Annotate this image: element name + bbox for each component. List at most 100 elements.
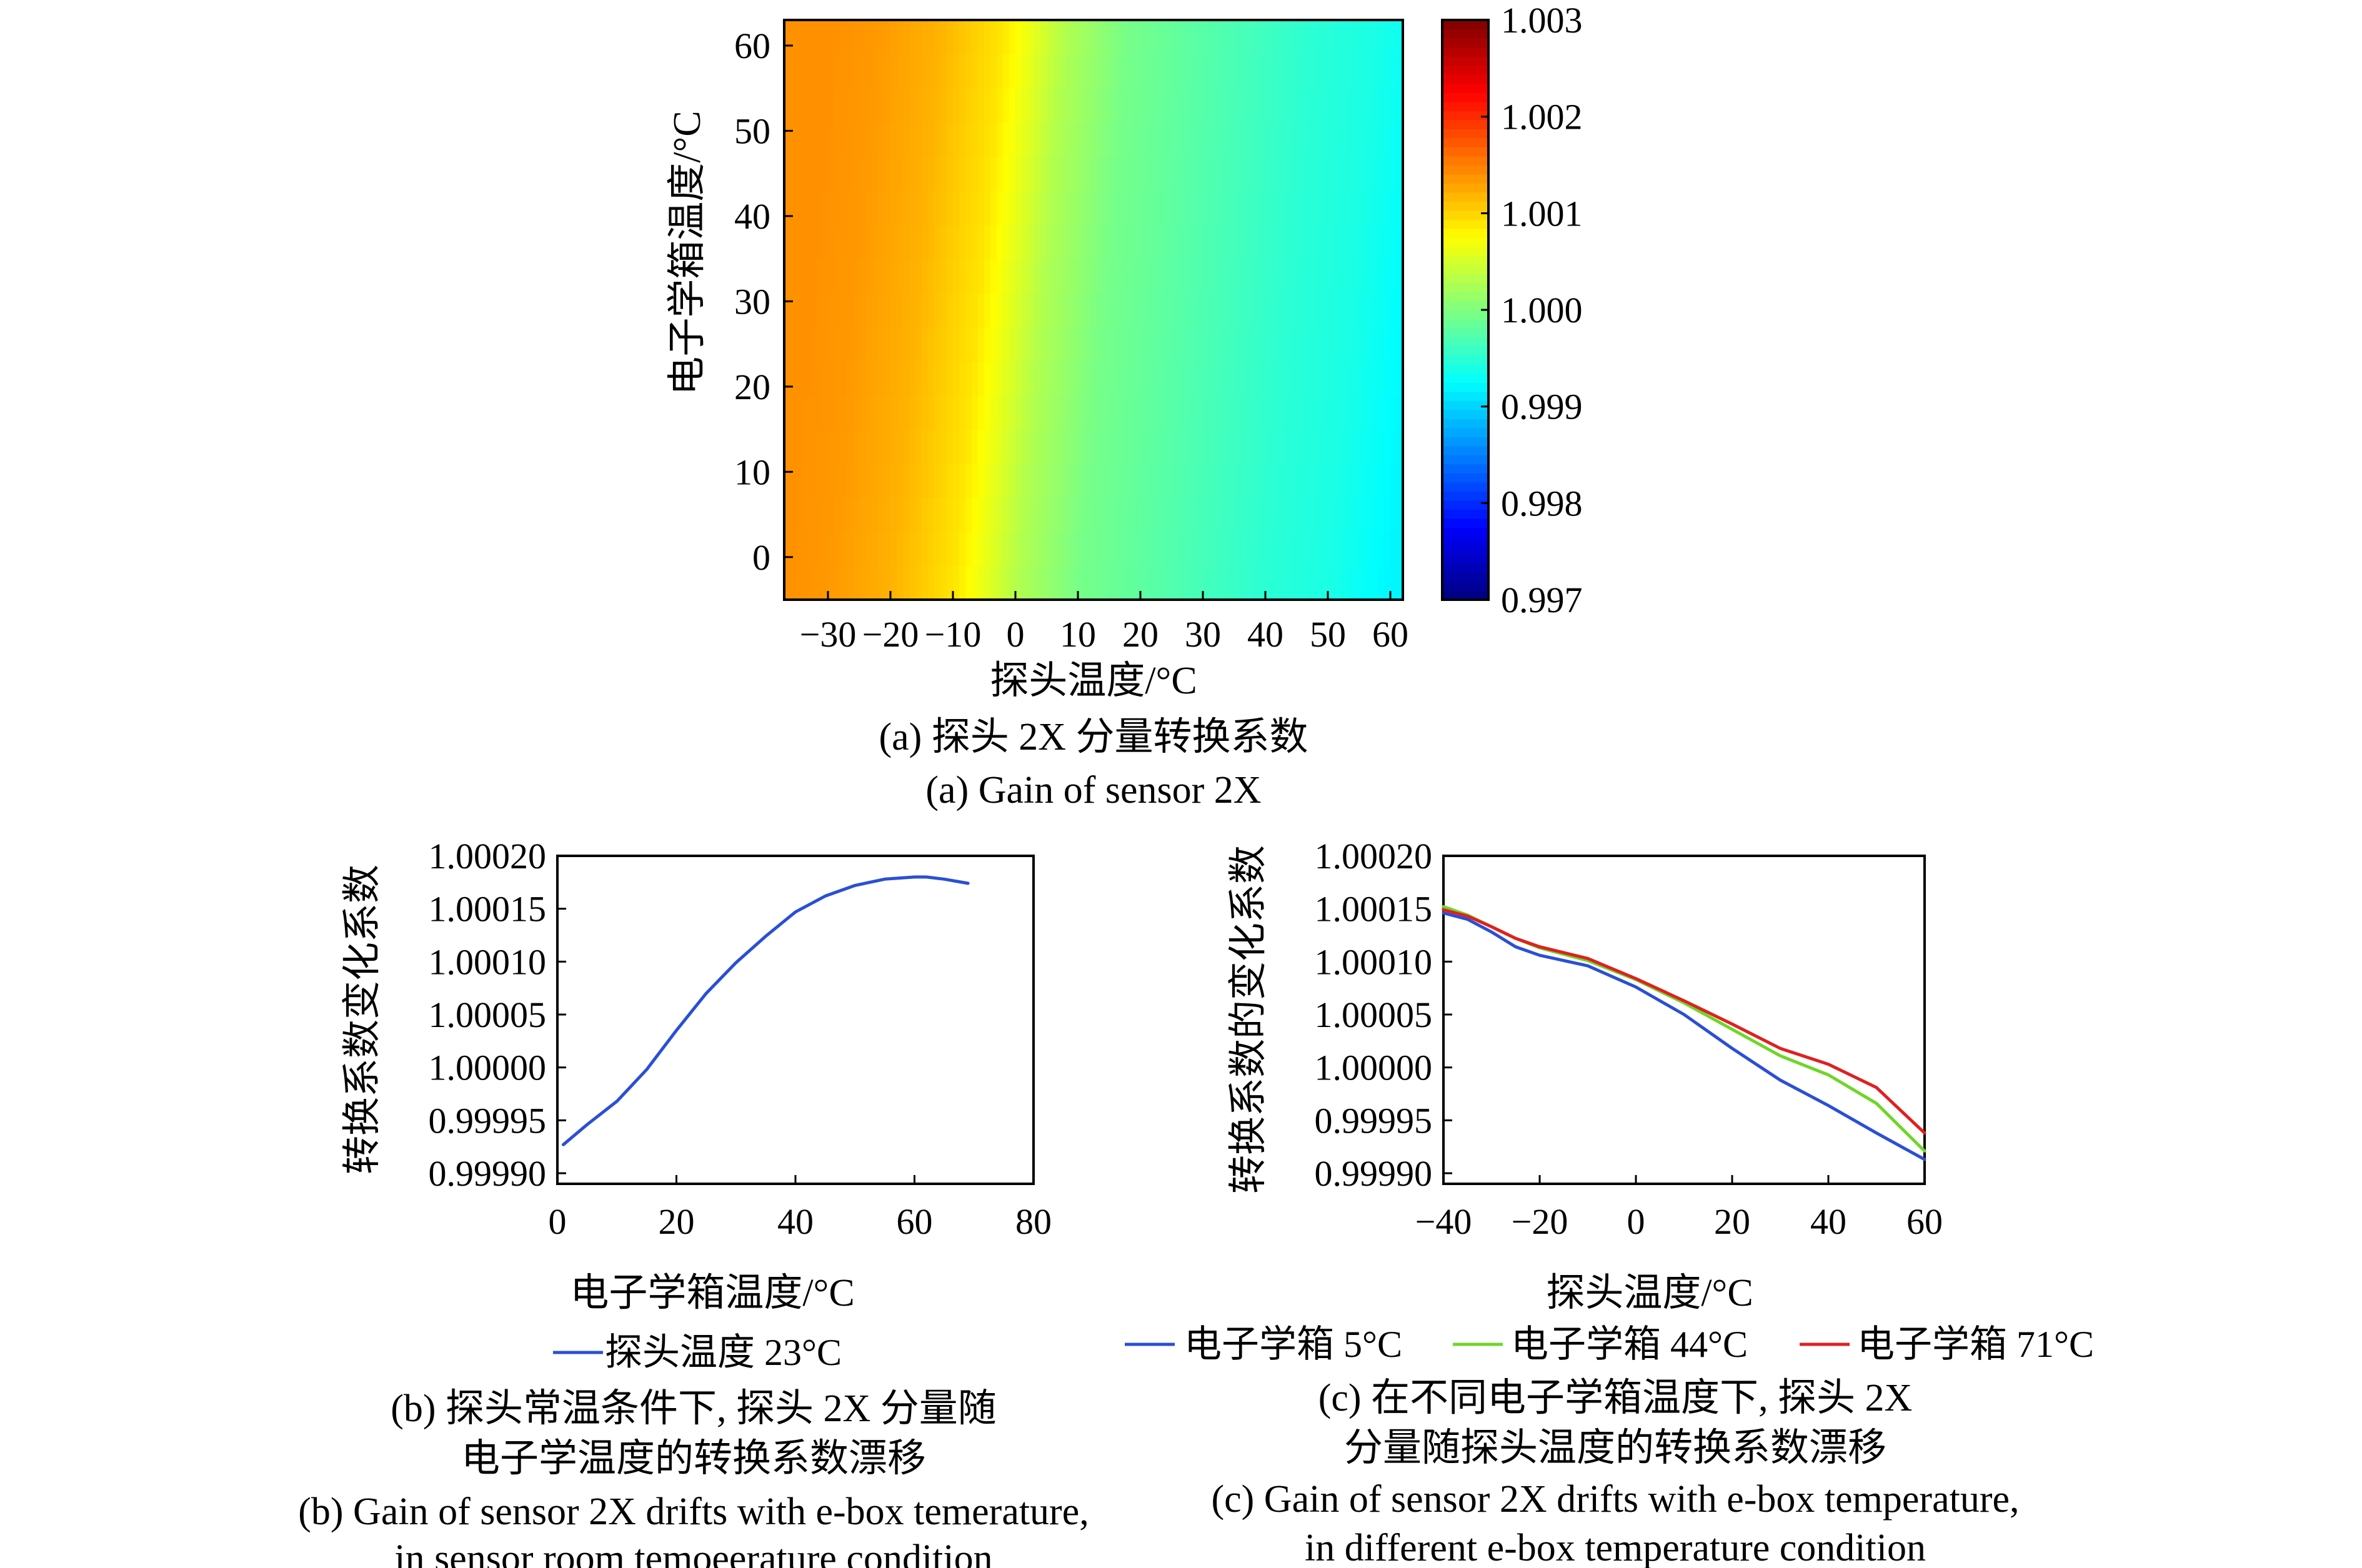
heatmap-cell <box>978 463 985 499</box>
heatmap-cell <box>1303 463 1310 499</box>
heatmap-cell <box>1015 259 1022 294</box>
heatmap-cell <box>1047 395 1054 430</box>
heatmap-cell <box>940 395 947 430</box>
heatmap-cell <box>897 429 904 464</box>
heatmap-cell <box>1034 292 1041 328</box>
heatmap-cell <box>790 531 797 567</box>
colorbar-segment <box>1442 500 1488 510</box>
heatmap-cell <box>1253 156 1260 191</box>
heatmap-cell <box>1328 292 1335 328</box>
heatmap-cell <box>1122 224 1129 259</box>
heatmap-cell <box>865 259 872 294</box>
heatmap-cell <box>878 429 885 464</box>
heatmap-cell <box>859 395 866 430</box>
heatmap-cell <box>1347 360 1353 396</box>
heatmap-cell <box>1353 463 1360 499</box>
heatmap-cell <box>1153 224 1160 259</box>
heatmap-cell <box>1134 463 1141 499</box>
heatmap-cell <box>947 463 954 499</box>
heatmap-cell <box>1215 259 1222 294</box>
heatmap-cell <box>897 497 904 532</box>
heatmap-cell <box>1059 224 1066 259</box>
heatmap-cell <box>1259 497 1266 532</box>
heatmap-cell <box>1290 259 1297 294</box>
heatmap-cell <box>1147 360 1154 396</box>
heatmap-cell <box>1134 54 1141 89</box>
heatmap-cell <box>1009 20 1016 55</box>
heatmap-cell <box>834 122 841 157</box>
heatmap-cell <box>1328 259 1335 294</box>
heatmap-cell <box>1059 497 1066 532</box>
heatmap-cell <box>1372 292 1378 328</box>
heatmap-cell <box>1103 565 1110 600</box>
heatmap-cell <box>953 360 960 396</box>
heatmap-cell <box>1347 122 1353 157</box>
heatmap-cell <box>1340 497 1347 532</box>
heatmap-cell <box>1272 360 1278 396</box>
y-tick-label: 1.00020 <box>429 836 547 876</box>
heatmap-cell <box>878 156 885 191</box>
heatmap-cell <box>1059 327 1066 362</box>
chart-b-x-label: 电子学箱温度/°C <box>570 1272 854 1314</box>
heatmap-cell <box>1240 292 1247 328</box>
heatmap-cell <box>922 54 929 89</box>
heatmap-cell <box>1322 327 1328 362</box>
heatmap-cell <box>1172 224 1179 259</box>
heatmap-cell <box>784 327 791 362</box>
series-line-1 <box>1442 905 1926 1153</box>
colorbar-segment <box>1442 137 1488 147</box>
heatmap-cell <box>1340 224 1347 259</box>
heatmap-cell <box>1272 224 1278 259</box>
heatmap-cell <box>1015 292 1022 328</box>
colorbar-segment <box>1442 201 1488 211</box>
heatmap-cell <box>1059 565 1066 600</box>
heatmap-cell <box>909 54 916 89</box>
heatmap-cell <box>1184 54 1191 89</box>
heatmap-cell <box>1140 497 1147 532</box>
heatmap-cell <box>1272 429 1278 464</box>
heatmap-cell <box>815 463 822 499</box>
heatmap-cell <box>884 292 891 328</box>
heatmap-cell <box>1040 88 1047 123</box>
heatmap-cell <box>1103 429 1110 464</box>
heatmap-cell <box>947 190 954 226</box>
heatmap-cell <box>1040 327 1047 362</box>
heatmap-cell <box>847 292 854 328</box>
heatmap-cell <box>1290 463 1297 499</box>
heatmap-cell <box>1378 327 1385 362</box>
heatmap-cell <box>872 259 879 294</box>
heatmap-cell <box>1034 224 1041 259</box>
heatmap-cell <box>1303 20 1310 55</box>
heatmap-cell <box>1065 292 1072 328</box>
colorbar-segment <box>1442 119 1488 129</box>
heatmap-cell <box>965 497 972 532</box>
heatmap-cell <box>865 565 872 600</box>
heatmap-cell <box>1397 327 1403 362</box>
heatmap-cell <box>1040 497 1047 532</box>
heatmap-cell <box>915 463 922 499</box>
heatmap-cell <box>1172 360 1179 396</box>
heatmap-cell <box>1090 88 1097 123</box>
heatmap-cell <box>1015 224 1022 259</box>
heatmap-cell <box>1059 395 1066 430</box>
heatmap-cell <box>865 360 872 396</box>
heatmap-cell <box>859 20 866 55</box>
heatmap-cell <box>1372 565 1378 600</box>
heatmap-cell <box>928 156 935 191</box>
heatmap-cell <box>928 224 935 259</box>
heatmap-cell <box>1322 360 1328 396</box>
heatmap-cell <box>997 497 1004 532</box>
colorbar-segment <box>1442 527 1488 537</box>
chart-c-x-ticks: −40 −20 0 20 40 60 <box>1415 1175 1943 1242</box>
heatmap-cell <box>790 54 797 89</box>
heatmap-cell <box>1359 88 1366 123</box>
heatmap-cell <box>1378 122 1385 157</box>
heatmap-cell <box>828 463 835 499</box>
colorbar-segment <box>1442 192 1488 202</box>
heatmap-cell <box>1122 20 1129 55</box>
heatmap-cell <box>1097 190 1104 226</box>
heatmap-cell <box>1159 429 1166 464</box>
heatmap-cell <box>853 327 860 362</box>
heatmap-cell <box>1359 156 1366 191</box>
